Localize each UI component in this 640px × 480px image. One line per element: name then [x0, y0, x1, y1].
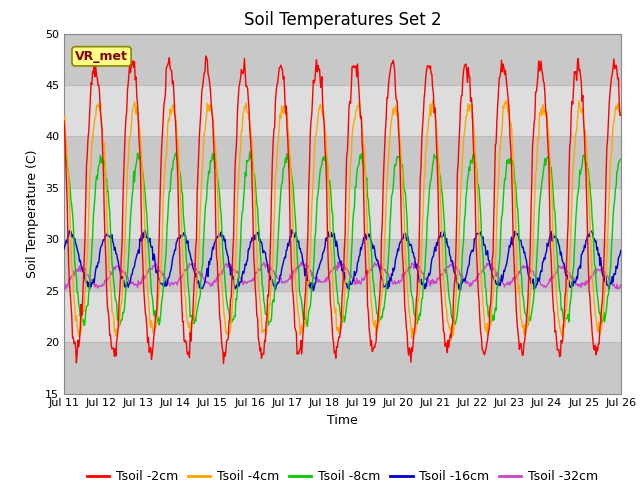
Bar: [64, 85, 621, 136]
Bar: [64, 188, 621, 240]
Bar: [64, 291, 621, 342]
Bar: [64, 34, 621, 85]
X-axis label: Time: Time: [327, 414, 358, 427]
Bar: [64, 342, 621, 394]
Text: VR_met: VR_met: [75, 50, 128, 63]
Y-axis label: Soil Temperature (C): Soil Temperature (C): [26, 149, 40, 278]
Bar: [64, 136, 621, 188]
Legend: Tsoil -2cm, Tsoil -4cm, Tsoil -8cm, Tsoil -16cm, Tsoil -32cm: Tsoil -2cm, Tsoil -4cm, Tsoil -8cm, Tsoi…: [82, 465, 603, 480]
Title: Soil Temperatures Set 2: Soil Temperatures Set 2: [244, 11, 441, 29]
Bar: [64, 240, 621, 291]
